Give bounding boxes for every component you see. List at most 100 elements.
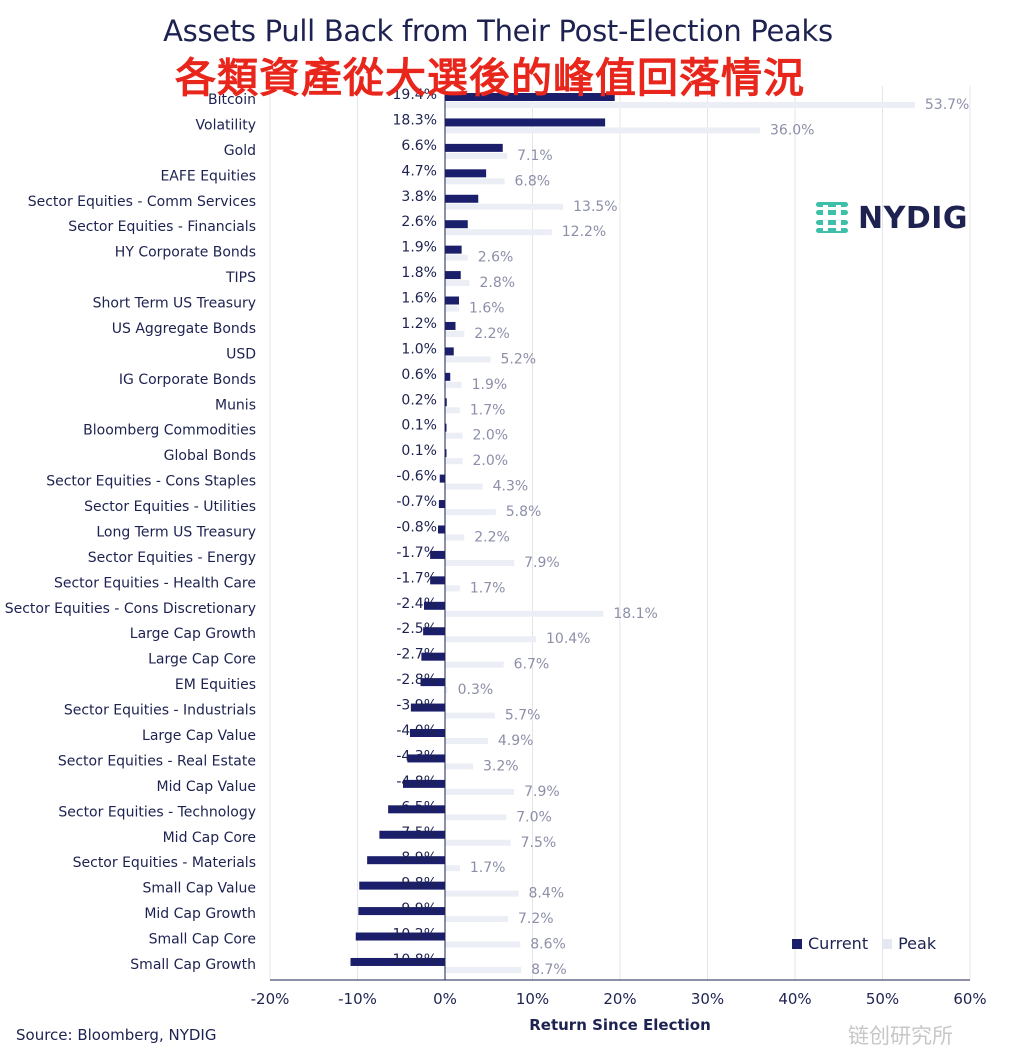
legend-label-current: Current <box>808 934 869 953</box>
current-value-label: -0.6% <box>396 469 437 485</box>
current-value-label: -9.8% <box>396 876 437 892</box>
category-label: Mid Cap Value <box>157 779 256 795</box>
current-bar <box>410 703 445 712</box>
category-label: USD <box>226 346 256 362</box>
peak-bar <box>445 687 448 694</box>
current-value-label: -2.5% <box>396 621 437 637</box>
category-label: HY Corporate Bonds <box>115 245 256 261</box>
brand-logo: NYDIG <box>812 200 968 236</box>
current-bar <box>379 830 445 839</box>
current-bar <box>423 627 445 636</box>
current-value-label: 0.1% <box>401 443 437 459</box>
peak-bar <box>445 483 483 490</box>
current-value-label: -7.5% <box>396 825 437 841</box>
current-value-label: 6.6% <box>401 138 437 154</box>
current-bar <box>424 601 445 610</box>
x-tick-label: 10% <box>516 990 549 1008</box>
current-value-label: -0.8% <box>396 519 437 535</box>
peak-value-label: 1.9% <box>472 377 508 393</box>
legend-label-peak: Peak <box>898 934 937 953</box>
category-label: Bloomberg Commodities <box>83 423 256 439</box>
x-axis-label: Return Since Election <box>529 1016 711 1034</box>
current-value-label: 1.9% <box>401 240 437 256</box>
peak-value-label: 4.9% <box>498 733 534 749</box>
category-label: Sector Equities - Comm Services <box>28 194 256 210</box>
current-bar <box>445 118 606 127</box>
peak-value-label: 53.7% <box>925 97 969 113</box>
peak-value-label: 4.3% <box>493 479 529 495</box>
current-bar <box>358 907 445 916</box>
current-bar <box>350 957 445 966</box>
peak-bar <box>445 381 462 388</box>
peak-bar <box>445 738 488 744</box>
peak-bar <box>445 330 465 337</box>
watermark-text: 链创研究所 <box>848 1024 953 1048</box>
category-label: Large Cap Value <box>142 728 256 744</box>
peak-bar <box>445 636 536 643</box>
peak-bar <box>445 865 460 872</box>
watermark: 链创研究所 <box>848 1020 953 1050</box>
current-bar <box>445 398 447 407</box>
peak-value-label: 1.7% <box>470 580 506 596</box>
x-tick-label: 40% <box>778 990 811 1008</box>
current-bar <box>439 474 445 483</box>
peak-bar <box>445 254 468 261</box>
peak-value-label: 5.2% <box>501 351 537 367</box>
current-bar <box>420 678 445 687</box>
current-bar <box>438 500 445 509</box>
x-tick-labels: -20% -10% 0% 10% 20% 30% 40% 50% 60% <box>251 990 987 1008</box>
current-bar <box>445 93 615 101</box>
current-value-label: 0.2% <box>401 392 437 408</box>
peak-bar <box>445 305 459 312</box>
current-value-label: -8.9% <box>396 850 437 866</box>
category-label: Small Cap Value <box>143 881 256 897</box>
current-value-label: -0.7% <box>396 494 437 510</box>
category-label: Mid Cap Core <box>163 830 256 846</box>
current-value-label: 1.2% <box>401 316 437 332</box>
current-bars <box>350 93 615 966</box>
category-label: Sector Equities - Materials <box>73 855 256 871</box>
peak-value-label: 2.0% <box>473 428 509 444</box>
current-bar <box>355 932 445 941</box>
category-label: Sector Equities - Energy <box>88 550 256 566</box>
peak-value-label: 7.9% <box>524 555 560 571</box>
peak-bar <box>445 585 460 592</box>
current-bar <box>445 347 454 356</box>
peak-value-label: 1.7% <box>470 860 506 876</box>
current-bar <box>421 652 445 661</box>
current-value-label: -6.5% <box>396 799 437 815</box>
current-value-label: 1.0% <box>401 341 437 357</box>
peak-bar <box>445 534 465 541</box>
x-tick-label: 30% <box>691 990 724 1008</box>
category-label: Long Term US Treasury <box>96 524 256 540</box>
peak-bar <box>445 280 470 287</box>
peak-value-label: 2.6% <box>478 250 514 266</box>
current-bar <box>445 449 447 458</box>
peak-value-label: 5.8% <box>506 504 542 520</box>
peak-value-label: 0.3% <box>458 682 494 698</box>
current-bar <box>367 856 445 865</box>
category-label: Gold <box>224 143 256 159</box>
current-value-label: 19.4% <box>393 87 437 103</box>
current-bar <box>445 271 461 280</box>
peak-value-label: 10.4% <box>546 631 590 647</box>
peak-bar <box>445 916 508 923</box>
chart-title: Assets Pull Back from Their Post-Electio… <box>163 14 833 48</box>
current-value-label: 1.8% <box>401 265 437 281</box>
peak-bar <box>445 966 522 973</box>
category-label: Sector Equities - Cons Staples <box>46 474 256 490</box>
category-label: Volatility <box>196 117 256 133</box>
peak-bar <box>445 229 552 236</box>
category-label: Munis <box>215 397 256 413</box>
peak-value-label: 36.0% <box>770 122 814 138</box>
peak-bar <box>445 356 491 363</box>
chart-subtitle: 各類資產從大選後的峰值回落情況 <box>175 54 805 102</box>
category-label: Global Bonds <box>164 448 256 464</box>
current-value-label: -2.8% <box>396 672 437 688</box>
category-label: Sector Equities - Utilities <box>84 499 256 515</box>
current-value-label: -10.2% <box>387 927 437 943</box>
data-labels: 19.4% 53.7% 18.3% 36.0% 6.6% 7.1% 4.7% 6.8% 3.8%… <box>387 87 969 978</box>
x-tick-label: 0% <box>433 990 457 1008</box>
peak-value-label: 2.2% <box>474 529 510 545</box>
category-label: Short Term US Treasury <box>93 296 256 312</box>
